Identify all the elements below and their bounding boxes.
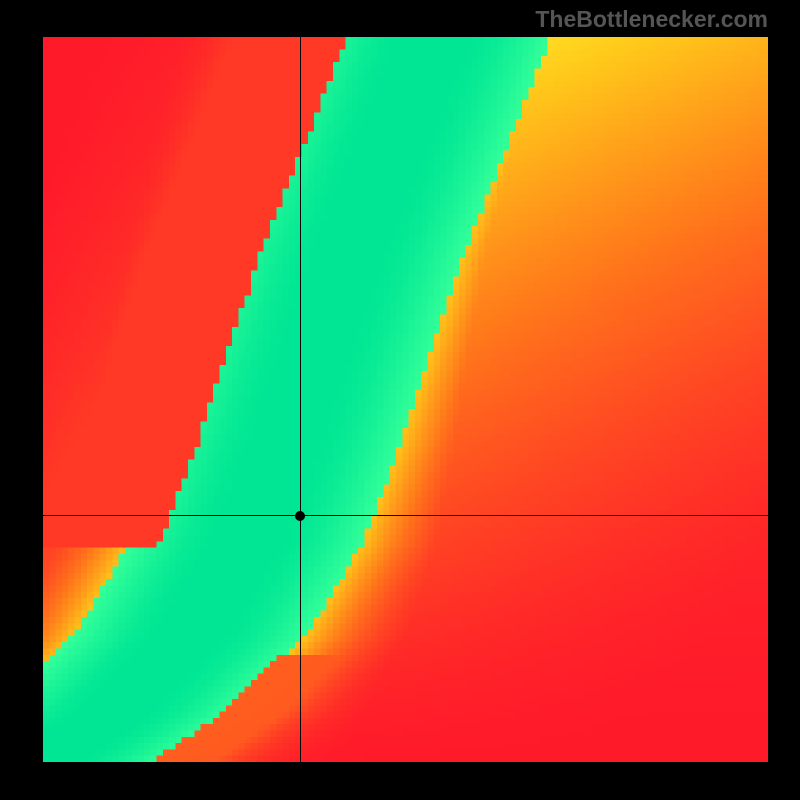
crosshair-vertical	[300, 37, 301, 762]
chart-container: { "watermark": { "text": "TheBottlenecke…	[0, 0, 800, 800]
crosshair-marker	[295, 511, 305, 521]
crosshair-horizontal	[43, 515, 768, 516]
bottleneck-heatmap	[43, 37, 768, 762]
watermark-text: TheBottlenecker.com	[535, 6, 768, 33]
